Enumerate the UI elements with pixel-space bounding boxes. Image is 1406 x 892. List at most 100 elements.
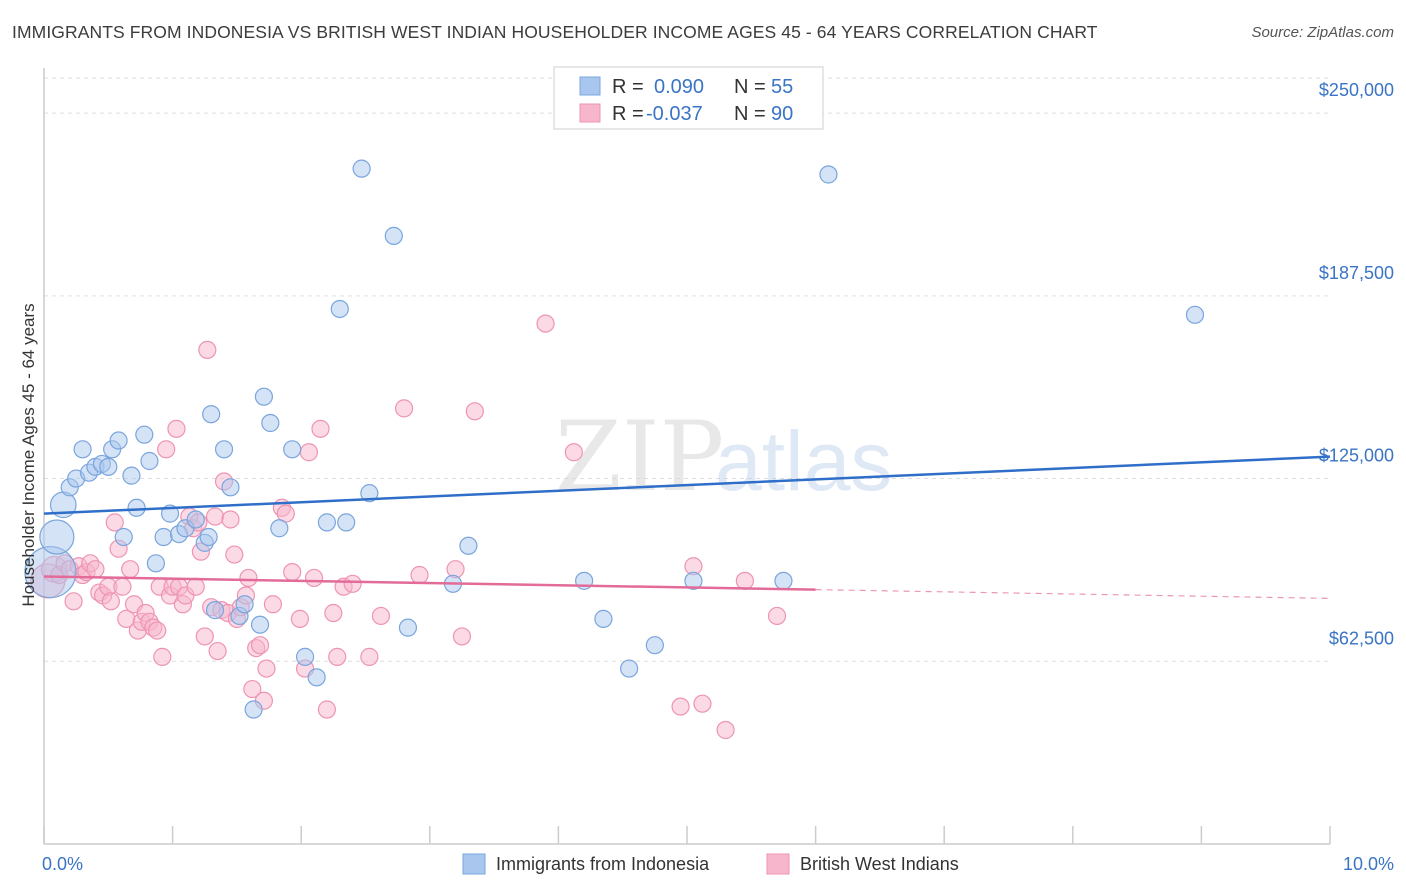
bwi-point xyxy=(536,314,555,333)
bwi-point xyxy=(221,510,240,529)
bwi-point xyxy=(767,606,787,626)
bwi-point xyxy=(186,577,205,596)
bwi-point xyxy=(205,507,225,526)
y-tick-labels: $62,500 $125,000 $187,500 $250,000 xyxy=(1319,80,1394,648)
indonesia-point xyxy=(114,527,133,547)
indonesia-point xyxy=(39,519,75,555)
indonesia-point xyxy=(135,425,154,444)
indonesia-point xyxy=(154,527,173,547)
bwi-point xyxy=(317,700,337,719)
indonesia-point xyxy=(214,440,234,459)
bwi-point xyxy=(735,571,754,590)
indonesia-point xyxy=(261,413,280,433)
bwi-point xyxy=(113,577,132,596)
y-tick-label: $125,000 xyxy=(1319,446,1394,466)
bwi-points xyxy=(30,314,787,740)
correlation-legend: R = 0.090 N = 55 R = -0.037 N = 90 xyxy=(553,66,824,130)
indonesia-point xyxy=(122,466,141,485)
bwi-point xyxy=(311,419,330,438)
indonesia-point xyxy=(295,647,315,666)
bwi-point xyxy=(343,574,362,593)
indonesia-point xyxy=(250,615,270,634)
watermark-atlas: atlas xyxy=(715,414,892,508)
indonesia-point xyxy=(127,498,146,517)
indonesia-point xyxy=(99,457,118,476)
indonesia-point xyxy=(819,165,838,184)
x-tick-label: 0.0% xyxy=(42,854,83,874)
indonesia-point xyxy=(1185,305,1205,324)
bwi-point xyxy=(250,636,270,655)
indonesia-point xyxy=(774,571,793,590)
bwi-point xyxy=(225,545,244,564)
bwi-point xyxy=(671,697,690,716)
bwi-point xyxy=(105,513,124,532)
bottom-swatch-bwi xyxy=(766,853,790,875)
bottom-legend-indonesia: Immigrants from Indonesia xyxy=(496,854,710,874)
legend-r-label: R = xyxy=(612,76,644,98)
legend-n-value-bwi: 90 xyxy=(771,103,793,125)
bwi-point xyxy=(452,627,472,646)
bottom-legend-bwi: British West Indians xyxy=(800,854,959,874)
bwi-point xyxy=(239,568,258,588)
indonesia-point xyxy=(202,405,221,424)
y-tick-label: $187,500 xyxy=(1319,263,1394,283)
legend-r-value-bwi: -0.037 xyxy=(646,103,703,125)
bwi-point xyxy=(371,606,391,626)
bwi-point xyxy=(465,402,484,421)
bwi-point xyxy=(716,720,735,740)
bwi-point xyxy=(290,609,310,628)
indonesia-point xyxy=(109,431,128,450)
indonesia-point xyxy=(283,440,302,459)
indonesia-point xyxy=(352,159,371,178)
legend-n-label: N = xyxy=(734,103,766,125)
indonesia-point xyxy=(384,226,403,245)
bwi-point xyxy=(263,595,283,614)
bwi-trend-extension xyxy=(815,589,1331,600)
bwi-point xyxy=(195,627,214,646)
bwi-point xyxy=(153,647,172,666)
legend-n-label: N = xyxy=(734,76,766,98)
indonesia-point xyxy=(186,510,205,529)
indonesia-point xyxy=(330,299,349,319)
bwi-point xyxy=(198,340,217,360)
indonesia-point xyxy=(221,478,240,497)
y-axis-label: Householder Income Ages 45 - 64 years xyxy=(19,303,38,606)
indonesia-trend-line xyxy=(43,455,1331,515)
trend-lines xyxy=(43,455,1331,600)
indonesia-point xyxy=(360,484,379,503)
bwi-point xyxy=(86,560,105,579)
legend-swatch-bwi xyxy=(579,103,601,123)
indonesia-point xyxy=(337,513,356,532)
bwi-point xyxy=(283,562,302,582)
axes xyxy=(43,68,1331,845)
x-tick-label: 10.0% xyxy=(1343,854,1394,874)
bwi-point xyxy=(148,621,167,640)
watermark: ZIP atlas xyxy=(555,401,892,513)
grid-lines xyxy=(44,77,1330,662)
legend-r-value-indonesia: 0.090 xyxy=(654,76,704,98)
bwi-point xyxy=(121,560,140,579)
bwi-point xyxy=(693,694,712,713)
bwi-point xyxy=(299,443,319,462)
x-tick-labels: 0.0% 10.0% xyxy=(42,854,1394,874)
y-tick-label: $62,500 xyxy=(1329,628,1394,648)
y-tick-label: $250,000 xyxy=(1319,80,1394,100)
chart-title: IMMIGRANTS FROM INDONESIA VS BRITISH WES… xyxy=(12,22,1098,42)
bwi-point xyxy=(157,440,176,459)
indonesia-point xyxy=(235,595,254,614)
bottom-swatch-indonesia xyxy=(462,853,486,875)
bwi-point xyxy=(208,641,227,661)
indonesia-point xyxy=(73,440,92,459)
indonesia-point xyxy=(205,601,225,620)
bwi-trend-line xyxy=(43,575,816,591)
indonesia-point xyxy=(199,527,218,547)
bwi-point xyxy=(243,679,262,699)
indonesia-point xyxy=(270,519,289,538)
legend-r-label: R = xyxy=(612,103,644,125)
bwi-point xyxy=(257,659,276,678)
indonesia-point xyxy=(684,571,703,590)
legend-swatch-indonesia xyxy=(579,76,601,96)
indonesia-point xyxy=(645,636,664,655)
bwi-point xyxy=(64,592,83,611)
